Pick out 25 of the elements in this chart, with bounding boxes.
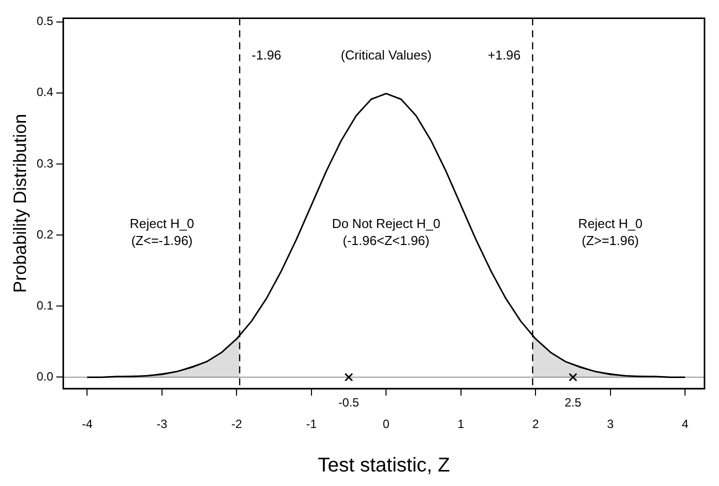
x-tick-label: -3	[156, 417, 168, 432]
annotation: (Critical Values)	[340, 47, 432, 62]
y-tick-label: 0.0	[36, 370, 54, 384]
y-tick-label: 0.5	[36, 14, 54, 28]
x-axis-title: Test statistic, Z	[318, 454, 450, 477]
x-tick-label: 1	[458, 417, 465, 432]
x-tick-label: 2	[532, 417, 540, 432]
y-tick-label: 0.2	[36, 227, 54, 242]
annotation: -0.5	[338, 396, 360, 410]
y-tick-label: 0.4	[36, 85, 54, 100]
y-axis-title: Probability Distribution	[10, 114, 30, 293]
ref-line-label: +1.96	[488, 47, 521, 62]
x-tick-label: -4	[82, 417, 93, 432]
annotation: Reject H_0 (Z>=1.96)	[578, 216, 642, 248]
annotation: 2.5	[564, 396, 582, 410]
x-tick-label: 3	[606, 417, 614, 432]
y-tick-label: 0.1	[36, 298, 54, 312]
y-tick-label: 0.3	[36, 156, 54, 170]
annotation: Reject H_0 (Z<=-1.96)	[130, 216, 194, 248]
x-tick-label: 4	[682, 417, 689, 432]
x-tick-label: -2	[231, 417, 242, 432]
ref-line-label: -1.96	[252, 47, 282, 62]
annotation: Do Not Reject H_0 (-1.96<Z<1.96)	[332, 216, 440, 248]
x-tick-label: -1	[306, 417, 318, 432]
x-tick-label: 0	[382, 417, 390, 432]
